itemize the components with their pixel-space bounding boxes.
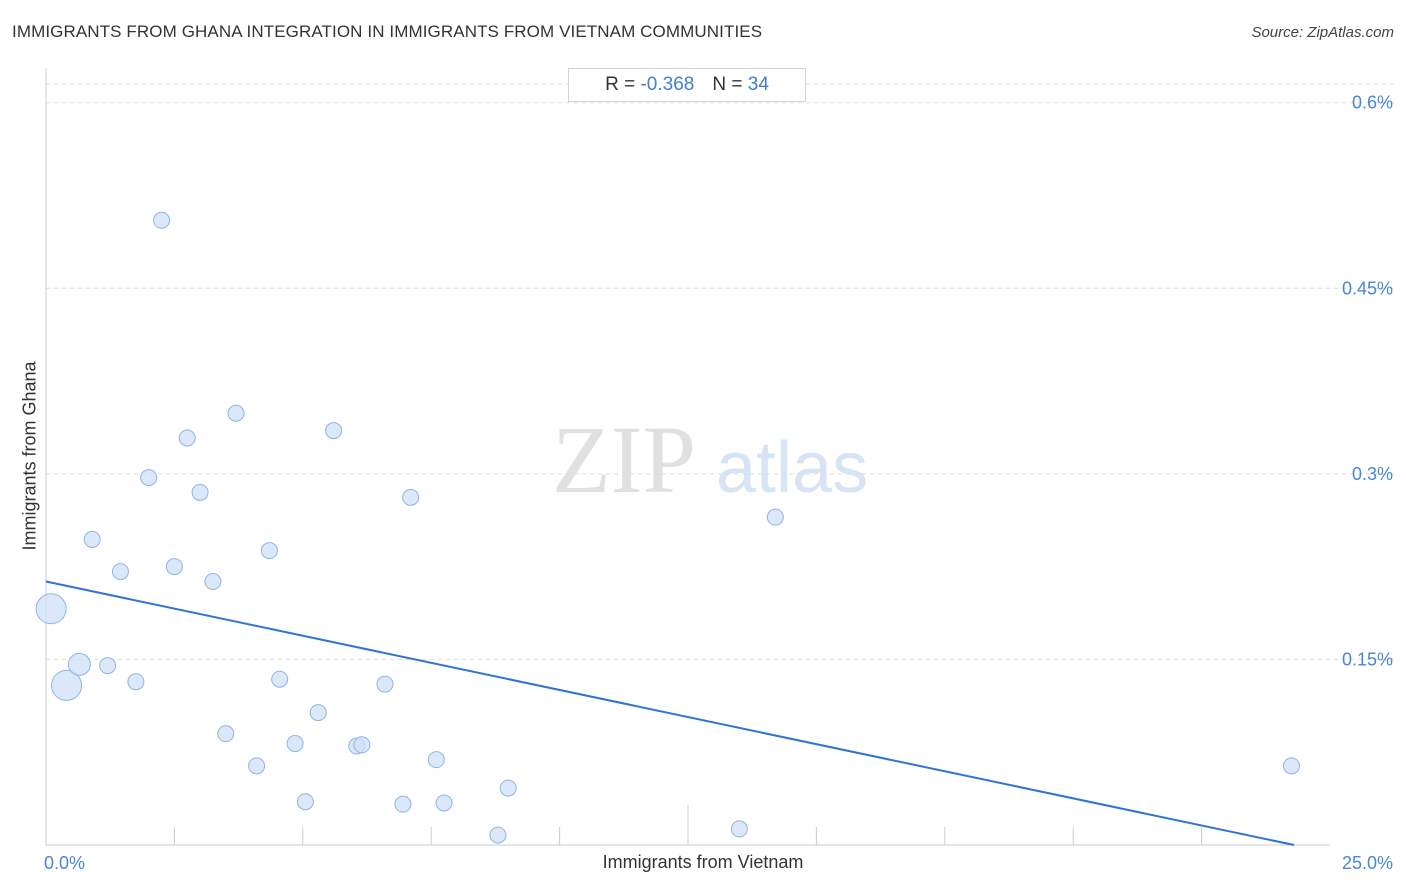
data-point (111, 563, 129, 581)
data-point (296, 793, 314, 811)
chart-title: IMMIGRANTS FROM GHANA INTEGRATION IN IMM… (12, 22, 763, 41)
data-point (165, 558, 183, 576)
y-tick-label: 0.3% (1352, 464, 1393, 484)
data-point (499, 779, 517, 797)
data-point (140, 469, 158, 487)
data-point (153, 211, 171, 229)
data-point (766, 508, 784, 526)
data-point (67, 652, 91, 676)
x-tick-label: 0.0% (44, 853, 85, 873)
watermark-zip: ZIP (552, 406, 696, 513)
stats-box: R = -0.368 N = 34 (568, 68, 806, 102)
data-point (730, 820, 748, 838)
data-point (191, 483, 209, 501)
x-axis-label: Immigrants from Vietnam (602, 852, 804, 872)
data-point (217, 725, 235, 743)
data-point (99, 657, 117, 675)
data-point (271, 670, 289, 688)
n-value: 34 (747, 74, 769, 95)
data-point (51, 669, 83, 701)
data-point (248, 757, 266, 775)
data-point (489, 826, 507, 844)
n-label: N = (712, 74, 743, 95)
data-point (309, 704, 327, 722)
data-point (260, 542, 278, 560)
source-credit: Source: ZipAtlas.com (1251, 24, 1394, 41)
y-tick-label: 0.15% (1342, 649, 1393, 669)
data-point (394, 795, 412, 813)
y-tick-label: 0.6% (1352, 93, 1393, 113)
data-point (204, 572, 222, 590)
data-point (435, 794, 453, 812)
y-tick-label: 0.45% (1342, 278, 1393, 298)
data-point (286, 735, 304, 753)
data-point (1282, 757, 1300, 775)
watermark-atlas: atlas (716, 428, 868, 508)
data-point (127, 673, 145, 691)
r-label: R = (605, 74, 636, 95)
data-point (427, 751, 445, 769)
data-point (178, 429, 196, 447)
data-point (325, 422, 343, 440)
y-axis-label: Immigrants from Ghana (19, 361, 40, 551)
data-point (353, 736, 371, 754)
trend-line (45, 580, 1295, 846)
data-point (227, 404, 245, 422)
r-value: -0.368 (640, 74, 695, 95)
x-tick-label: 25.0% (1342, 853, 1393, 873)
data-point (376, 675, 394, 693)
data-point (402, 488, 420, 506)
data-point (35, 593, 67, 625)
data-point (83, 530, 101, 548)
